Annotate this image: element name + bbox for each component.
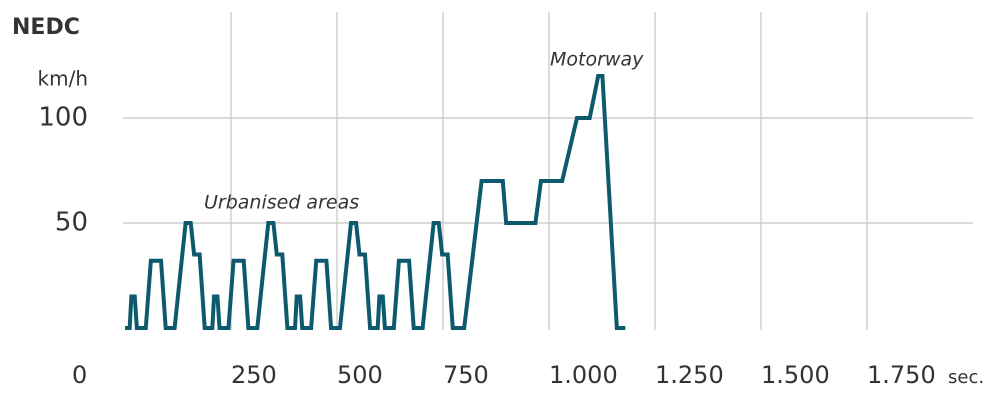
y-tick-label: 100 [38,103,88,133]
x-tick-label: 250 [231,361,277,389]
annotation: Urbanised areas [204,192,359,214]
x-tick-label: 1.000 [549,361,618,389]
speed-line [125,74,626,330]
x-tick-label: 0 [72,361,87,389]
x-axis-label: sec. [948,367,984,388]
x-tick-label: 500 [337,361,383,389]
x-tick-label: 1.500 [761,361,830,389]
chart-title: NEDC [12,15,80,40]
x-tick-label: 1.750 [867,361,936,389]
annotation: Motorway [550,49,644,71]
y-tick-label: 50 [55,208,88,238]
x-tick-label: 1.250 [655,361,724,389]
y-axis-label: km/h [38,67,88,91]
x-tick-label: 750 [443,361,489,389]
